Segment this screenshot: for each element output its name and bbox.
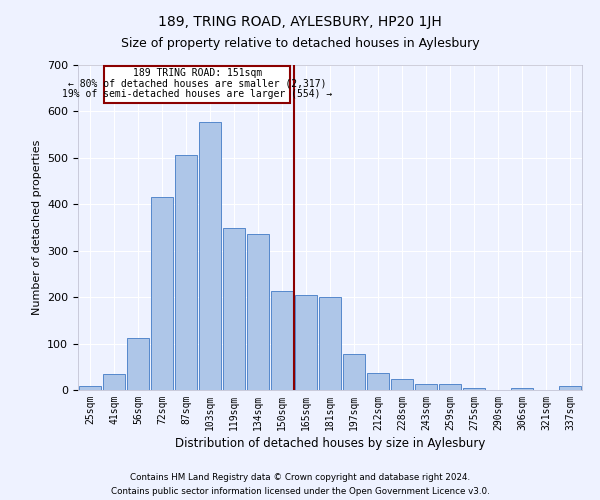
- Bar: [463, 388, 485, 390]
- Bar: [271, 291, 293, 390]
- Bar: [391, 379, 413, 390]
- Text: Size of property relative to detached houses in Aylesbury: Size of property relative to detached ho…: [121, 38, 479, 51]
- Bar: [439, 384, 461, 390]
- Bar: [151, 198, 173, 390]
- Bar: [199, 122, 221, 390]
- Bar: [247, 234, 269, 390]
- Bar: [175, 154, 197, 390]
- Bar: [511, 388, 533, 390]
- Bar: [415, 384, 437, 390]
- Bar: [79, 386, 101, 390]
- Y-axis label: Number of detached properties: Number of detached properties: [32, 140, 41, 315]
- Bar: [223, 228, 245, 390]
- Text: Contains HM Land Registry data © Crown copyright and database right 2024.: Contains HM Land Registry data © Crown c…: [130, 472, 470, 482]
- Text: ← 80% of detached houses are smaller (2,317): ← 80% of detached houses are smaller (2,…: [68, 78, 326, 88]
- Bar: [127, 338, 149, 390]
- Bar: [103, 374, 125, 390]
- X-axis label: Distribution of detached houses by size in Aylesbury: Distribution of detached houses by size …: [175, 437, 485, 450]
- Bar: [319, 297, 341, 390]
- Bar: [343, 354, 365, 390]
- Text: 19% of semi-detached houses are larger (554) →: 19% of semi-detached houses are larger (…: [62, 88, 332, 99]
- Bar: [367, 374, 389, 390]
- FancyBboxPatch shape: [104, 66, 290, 103]
- Text: 189, TRING ROAD, AYLESBURY, HP20 1JH: 189, TRING ROAD, AYLESBURY, HP20 1JH: [158, 15, 442, 29]
- Bar: [295, 295, 317, 390]
- Text: 189 TRING ROAD: 151sqm: 189 TRING ROAD: 151sqm: [133, 68, 262, 78]
- Bar: [559, 386, 581, 390]
- Text: Contains public sector information licensed under the Open Government Licence v3: Contains public sector information licen…: [110, 488, 490, 496]
